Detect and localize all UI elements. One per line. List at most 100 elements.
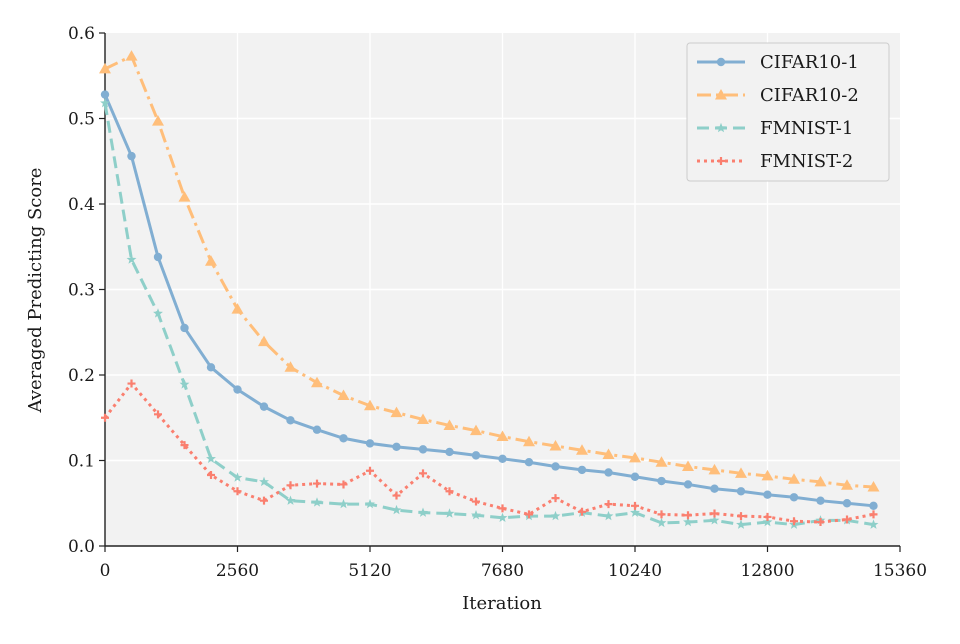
data-point — [788, 473, 800, 484]
data-point — [284, 361, 297, 372]
data-point — [445, 447, 454, 457]
data-point — [205, 255, 217, 266]
data-point — [179, 379, 190, 389]
data-point — [602, 448, 615, 460]
data-point — [365, 498, 375, 509]
data-point — [843, 515, 851, 524]
data-point — [365, 439, 375, 448]
data-point — [259, 402, 269, 411]
data-point — [312, 425, 322, 434]
data-point — [710, 509, 719, 518]
data-point — [655, 456, 668, 467]
data-point — [763, 490, 772, 499]
data-point — [842, 499, 852, 508]
data-point — [444, 508, 455, 518]
data-point — [604, 468, 613, 477]
data-point — [101, 413, 109, 422]
data-point — [737, 512, 745, 521]
series-line-cifar10-2 — [104, 54, 874, 489]
data-point — [814, 475, 827, 487]
data-point — [630, 507, 640, 517]
data-point — [762, 516, 773, 527]
data-point — [178, 191, 191, 202]
data-point — [233, 487, 242, 496]
data-point — [498, 504, 507, 513]
data-point — [286, 481, 295, 490]
data-point — [206, 453, 216, 463]
data-point — [631, 501, 639, 510]
data-point — [710, 484, 719, 493]
data-point — [207, 471, 215, 480]
data-point — [390, 406, 403, 418]
data-point — [657, 476, 666, 486]
data-point — [364, 399, 376, 411]
data-point — [311, 376, 323, 388]
y-tick-label: 0.0 — [68, 537, 95, 557]
data-point — [286, 416, 295, 425]
data-point — [153, 252, 163, 262]
data-point — [869, 510, 878, 519]
data-point — [868, 519, 879, 529]
legend-marker-cifar10-1 — [716, 57, 726, 67]
data-point — [736, 519, 746, 529]
data-point — [391, 504, 402, 515]
data-point — [471, 510, 481, 520]
data-point — [603, 510, 614, 521]
legend-label-cifar10-1: CIFAR10-1 — [760, 52, 859, 73]
data-point — [392, 442, 401, 452]
y-tick-label: 0.5 — [68, 110, 95, 130]
data-point — [339, 434, 348, 443]
legend-label-cifar10-2: CIFAR10-2 — [760, 85, 859, 106]
data-point — [445, 487, 454, 496]
data-point — [206, 363, 216, 372]
data-point — [577, 465, 587, 475]
data-point — [443, 419, 456, 430]
x-tick-label: 12800 — [740, 561, 794, 581]
legend-box — [686, 42, 890, 182]
data-point — [258, 335, 270, 347]
data-point — [604, 500, 613, 509]
data-point — [656, 517, 667, 528]
data-point — [470, 424, 482, 436]
series-line-cifar10-1 — [103, 93, 874, 508]
data-point — [497, 512, 508, 522]
legend-marker-cifar10-2 — [715, 89, 727, 100]
data-point — [709, 515, 720, 525]
data-point — [180, 323, 189, 333]
data-point — [657, 510, 666, 519]
data-point — [550, 510, 561, 521]
data-point — [867, 481, 880, 492]
data-point — [418, 507, 428, 517]
data-point — [339, 480, 348, 489]
y-tick-label: 0.6 — [68, 24, 95, 44]
y-tick-label: 0.4 — [68, 195, 95, 215]
data-point — [417, 413, 429, 424]
data-point — [125, 50, 138, 61]
data-point — [153, 308, 163, 318]
x-tick-label: 15360 — [873, 561, 927, 581]
data-point — [180, 441, 189, 450]
x-tick-label: 5120 — [348, 561, 391, 581]
data-point — [100, 97, 110, 108]
x-axis-title: Iteration — [462, 593, 542, 614]
data-point — [259, 476, 269, 487]
data-point — [392, 491, 401, 500]
data-point — [525, 510, 533, 519]
data-point — [152, 115, 164, 126]
data-point — [816, 518, 825, 527]
data-point — [100, 90, 110, 99]
x-tick-label: 10240 — [608, 561, 662, 581]
series-cifar10-1 — [100, 90, 878, 511]
series-fmnist-2 — [101, 379, 878, 527]
data-point — [841, 479, 853, 490]
data-point — [816, 496, 825, 505]
y-ticks: 0.0 0.1 0.2 0.3 0.4 0.5 0.6 — [68, 24, 105, 557]
data-point — [285, 495, 296, 505]
x-tick-label: 2560 — [216, 561, 259, 581]
data-point — [551, 494, 560, 503]
x-tick-label: 0 — [100, 561, 111, 581]
data-point — [761, 469, 774, 481]
data-point — [496, 430, 509, 442]
data-point — [684, 511, 692, 520]
